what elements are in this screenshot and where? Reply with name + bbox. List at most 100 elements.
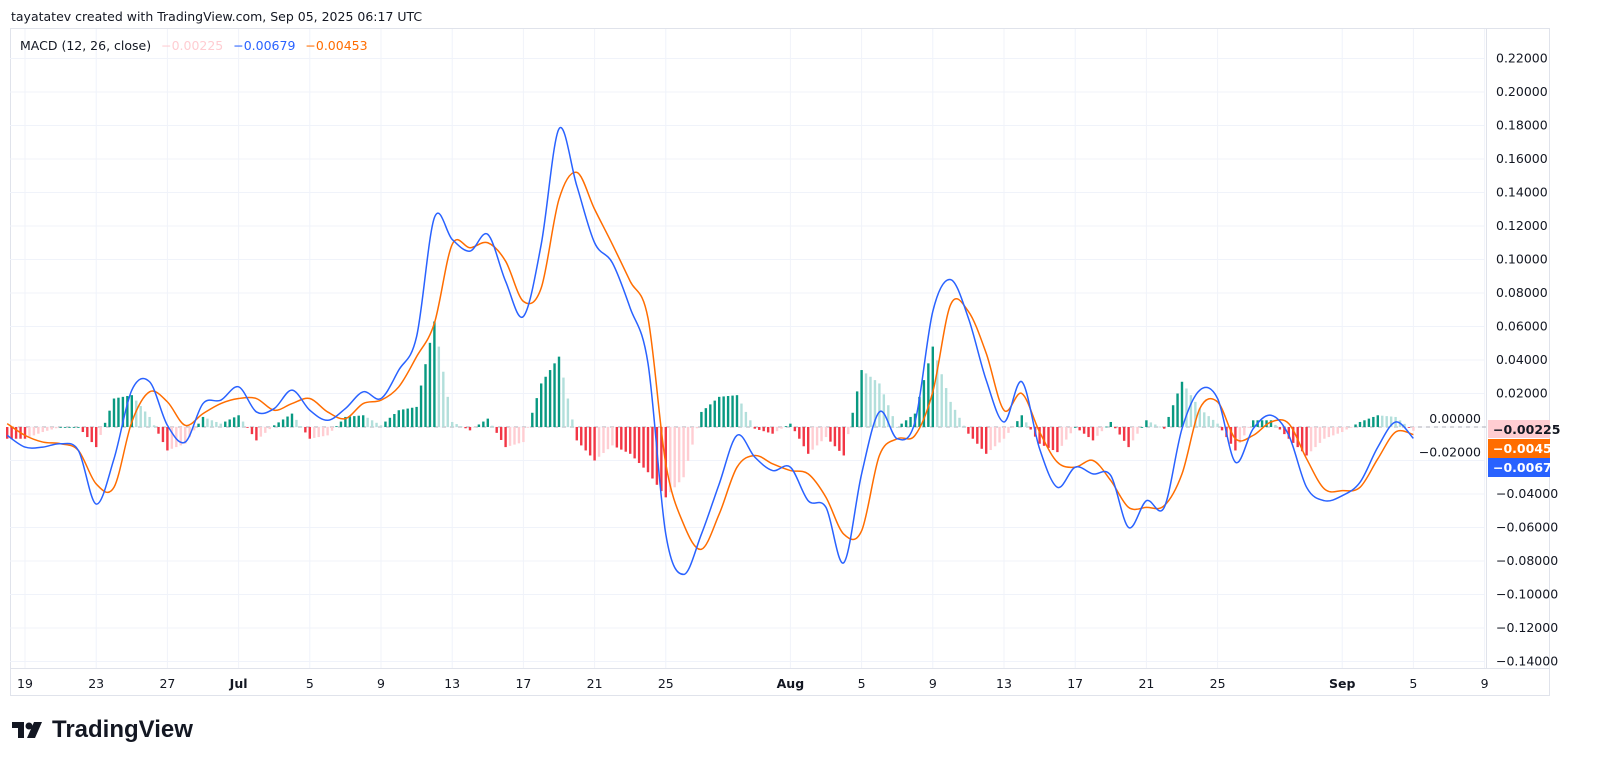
histogram-bar <box>887 405 890 427</box>
macd-tag <box>1488 458 1550 477</box>
histogram-bar <box>1016 421 1019 427</box>
histogram-bar <box>1211 419 1215 427</box>
x-tick-label: Aug <box>777 676 805 691</box>
histogram-bar <box>548 370 552 427</box>
histogram-bar <box>1389 416 1393 427</box>
histogram-bar <box>219 423 222 427</box>
histogram-bar <box>669 427 672 493</box>
histogram-bar <box>486 418 489 427</box>
indicator-legend[interactable]: MACD (12, 26, close) −0.00225 −0.00679 −… <box>20 38 374 53</box>
histogram-bar <box>1194 401 1197 427</box>
histogram-bar <box>784 426 788 427</box>
histogram-bar <box>824 427 828 438</box>
histogram-bar <box>63 427 67 428</box>
x-tick-label: 17 <box>515 676 531 691</box>
histogram-bar <box>295 419 298 427</box>
histogram-bar <box>896 427 899 428</box>
histogram-bar <box>152 425 156 427</box>
histogram-bar <box>611 427 614 446</box>
histogram-bar <box>415 406 418 427</box>
histogram-bar <box>32 427 36 436</box>
histogram-bar <box>989 427 992 451</box>
histogram-bar <box>59 427 62 428</box>
histogram-bar <box>228 419 231 427</box>
histogram-bar <box>771 427 774 434</box>
histogram-bar <box>237 415 240 427</box>
histogram-bar <box>1265 420 1268 427</box>
histogram-bar <box>241 421 245 427</box>
histogram-bar <box>1367 418 1371 427</box>
histogram-bar <box>41 427 44 433</box>
histogram-bar <box>281 419 285 427</box>
histogram-bar <box>869 376 872 427</box>
histogram-bar <box>326 427 329 436</box>
histogram-bar <box>344 416 347 427</box>
histogram-bar <box>179 427 182 446</box>
histogram-bar <box>1278 427 1282 430</box>
histogram-bar <box>1363 420 1366 427</box>
x-tick-label: 9 <box>377 676 385 691</box>
y-tick-label: −0.14000 <box>1496 654 1558 669</box>
histogram-bar <box>81 427 85 433</box>
histogram-bar <box>713 400 716 427</box>
histogram-bar <box>330 427 334 431</box>
histogram-bar <box>264 427 267 433</box>
histogram-bar <box>1140 427 1144 428</box>
histogram-bar <box>766 427 770 433</box>
histogram-bar <box>504 427 507 448</box>
tradingview-logo[interactable]: TradingView <box>12 716 193 744</box>
histogram-bar <box>807 427 810 454</box>
histogram-bar <box>931 346 934 427</box>
x-tick-label: 13 <box>996 676 1012 691</box>
signal-tag <box>1488 439 1550 458</box>
y-tick-label: 0.18000 <box>1496 118 1548 133</box>
histogram-bar <box>1323 427 1326 439</box>
histogram-bar <box>90 427 93 443</box>
histogram-bar <box>1238 427 1242 443</box>
histogram-bar <box>143 411 147 427</box>
histogram-bar <box>798 427 801 439</box>
histogram-bar <box>620 427 623 450</box>
histogram-bar <box>148 416 151 427</box>
x-tick-label: Jul <box>229 676 248 691</box>
histogram-bar <box>1207 416 1210 427</box>
histogram-bar <box>1305 427 1308 456</box>
histogram-bar <box>922 380 926 427</box>
histogram-bar <box>304 427 307 433</box>
histogram-bar <box>54 427 58 429</box>
histogram-bar <box>1314 427 1317 448</box>
histogram-bar <box>531 412 534 427</box>
histogram-bar <box>571 419 574 427</box>
x-tick-label: 19 <box>17 676 33 691</box>
histogram-bar <box>1318 427 1322 443</box>
histogram-bar <box>802 427 805 447</box>
histogram-bar <box>375 422 378 427</box>
histogram-bar <box>544 376 547 427</box>
histogram-bar <box>1216 423 1219 427</box>
histogram-bar <box>900 423 903 427</box>
histogram-bar <box>949 401 952 427</box>
histogram-bar <box>402 409 405 427</box>
x-tick-label: 13 <box>444 676 460 691</box>
histogram-bar <box>1407 427 1411 428</box>
histogram-bar <box>1131 427 1135 441</box>
histogram-bar <box>1189 395 1193 427</box>
histogram-bar <box>1002 427 1006 439</box>
histogram-bar <box>335 426 338 427</box>
histogram-bar <box>188 427 191 438</box>
histogram-bar <box>891 416 894 427</box>
histogram-bar <box>1118 427 1121 435</box>
histogram-bar <box>1381 415 1384 427</box>
macd-line <box>6 126 1414 576</box>
histogram-bar <box>290 413 294 427</box>
histogram-bar <box>847 427 850 435</box>
histogram-bar <box>1283 427 1286 435</box>
histogram-bar <box>482 421 485 427</box>
y-axis: 0.22000 0.20000 0.18000 0.16000 0.14000 0.120… <box>1419 29 1558 669</box>
histogram-bar <box>197 423 200 427</box>
histogram-bar <box>428 342 432 427</box>
histogram-bar <box>410 407 414 427</box>
histogram-bar <box>77 427 80 428</box>
histogram-bar <box>464 427 467 429</box>
